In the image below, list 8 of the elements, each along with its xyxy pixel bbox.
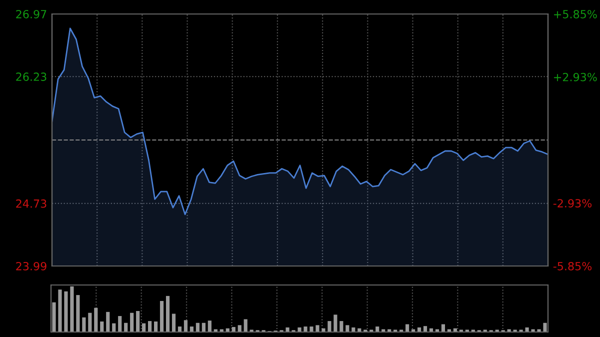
- y-tick-label: 23.99: [16, 262, 46, 270]
- y2-tick-label: -5.85%: [553, 262, 592, 270]
- y2-tick-label: +2.93%: [554, 72, 597, 82]
- y2-tick-label: +5.85%: [554, 10, 597, 18]
- y-tick-label: 24.73: [16, 199, 46, 208]
- y-tick-label: 26.23: [16, 72, 46, 81]
- y-tick-label: 26.97: [16, 10, 46, 18]
- y2-tick-label: -2.93%: [553, 199, 592, 208]
